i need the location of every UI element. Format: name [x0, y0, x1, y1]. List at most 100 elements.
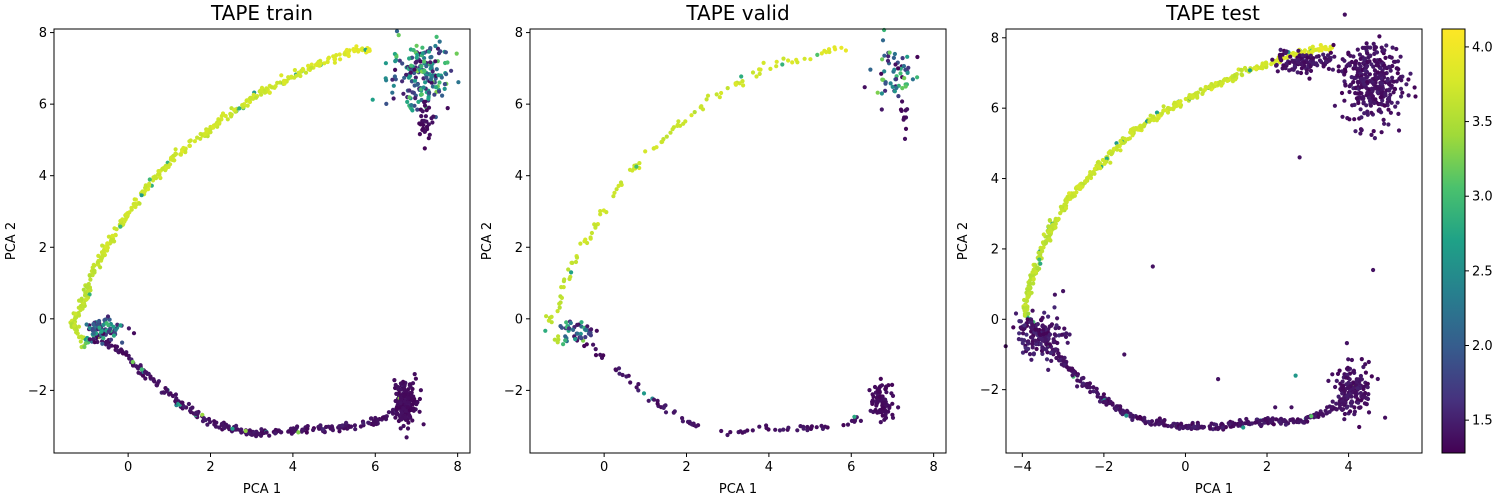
data-point — [413, 60, 418, 65]
data-point — [903, 126, 909, 131]
data-point — [589, 327, 594, 332]
data-point — [1292, 64, 1297, 69]
data-point — [1339, 90, 1345, 96]
data-point — [1295, 70, 1300, 75]
data-point — [109, 238, 114, 243]
data-point — [819, 51, 824, 56]
data-point — [156, 169, 161, 174]
data-point — [430, 69, 435, 74]
data-point — [417, 396, 422, 402]
data-point — [1374, 50, 1380, 55]
data-point — [173, 147, 178, 152]
data-point — [1062, 202, 1067, 207]
data-point — [757, 424, 762, 429]
data-point — [1173, 104, 1178, 109]
data-point — [143, 185, 148, 190]
axis-ticks: 0 2 4 6 8 −2 0 2 4 6 8 — [28, 26, 462, 475]
data-point — [1339, 407, 1344, 412]
data-point — [251, 92, 256, 97]
data-point — [1054, 355, 1059, 361]
data-point — [1330, 372, 1335, 377]
data-point — [422, 59, 427, 64]
data-point — [1301, 420, 1306, 425]
data-point — [434, 34, 439, 40]
data-point — [1365, 112, 1370, 117]
data-point — [1047, 324, 1052, 329]
data-point — [1277, 419, 1282, 424]
data-point — [409, 103, 414, 108]
data-point — [1358, 56, 1363, 62]
data-point — [583, 237, 588, 242]
data-point — [790, 60, 795, 65]
data-point — [1018, 325, 1023, 330]
data-point — [1095, 163, 1100, 169]
data-point — [1391, 79, 1396, 84]
data-point — [279, 73, 284, 78]
data-point — [260, 431, 265, 436]
data-point — [1375, 70, 1380, 75]
data-point — [1223, 425, 1228, 430]
data-point — [160, 166, 165, 171]
data-point — [426, 96, 431, 101]
x-tick-label: 2 — [206, 460, 214, 475]
data-point — [86, 288, 92, 293]
data-point — [1372, 100, 1377, 106]
y-tick-label: 8 — [515, 26, 523, 41]
data-point — [618, 180, 624, 185]
data-point — [100, 253, 105, 259]
data-point — [1118, 404, 1123, 409]
data-point — [106, 343, 111, 348]
data-point — [1124, 413, 1129, 418]
data-point — [249, 432, 254, 437]
data-point — [620, 372, 625, 378]
data-point — [119, 349, 124, 354]
x-tick-label: 4 — [289, 460, 297, 475]
data-point — [588, 333, 594, 338]
data-point — [1074, 190, 1079, 195]
data-point — [1292, 60, 1297, 65]
data-point — [401, 423, 406, 429]
data-point — [1011, 325, 1016, 330]
data-point — [426, 122, 431, 127]
data-point — [676, 119, 681, 124]
data-point — [1092, 166, 1097, 171]
data-point — [1358, 64, 1363, 69]
data-point — [422, 103, 428, 108]
data-point — [1328, 50, 1333, 55]
data-point — [833, 47, 838, 52]
data-point — [1058, 204, 1063, 209]
data-point — [398, 401, 403, 406]
data-point — [1067, 332, 1072, 337]
data-point — [634, 164, 639, 169]
data-point — [229, 112, 234, 117]
data-point — [212, 419, 217, 424]
data-point — [1055, 316, 1060, 321]
data-point — [1386, 81, 1392, 87]
data-point — [845, 422, 851, 427]
data-point — [1110, 402, 1115, 407]
data-point — [1347, 89, 1352, 95]
chart-title: TAPE train — [210, 1, 313, 25]
colorbar-gradient — [1442, 29, 1465, 453]
data-point — [1310, 44, 1315, 49]
data-point — [1344, 405, 1349, 410]
data-point — [1319, 46, 1324, 52]
data-point — [78, 303, 84, 308]
data-point — [1344, 341, 1349, 346]
data-point — [104, 321, 109, 326]
data-point — [704, 97, 709, 102]
data-point — [1357, 52, 1362, 57]
x-axis-label: PCA 1 — [1195, 482, 1233, 497]
data-point — [413, 75, 418, 80]
data-point — [1366, 359, 1371, 365]
data-point — [1355, 47, 1360, 52]
data-point — [311, 427, 316, 433]
data-point — [1369, 92, 1374, 97]
data-point — [419, 64, 424, 69]
data-point — [733, 82, 739, 87]
data-point — [564, 320, 569, 325]
data-point — [420, 45, 425, 50]
data-point — [342, 52, 347, 57]
data-point — [366, 49, 371, 54]
data-point — [1398, 74, 1403, 80]
